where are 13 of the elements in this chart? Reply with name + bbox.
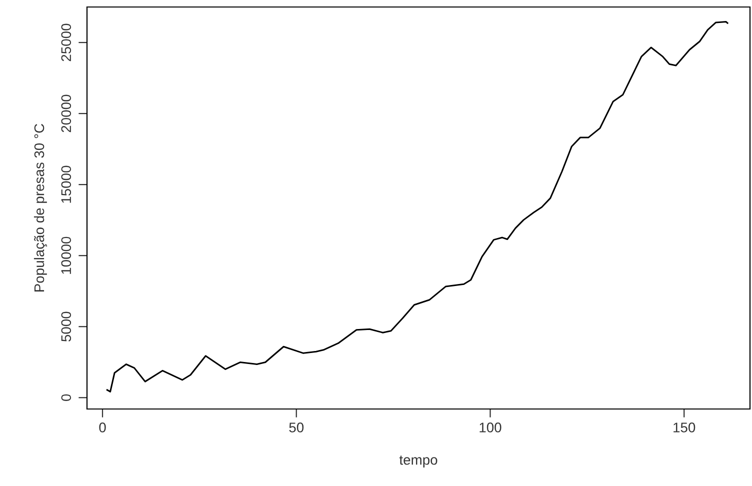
line-series (106, 21, 728, 392)
y-tick-label: 5000 (61, 312, 72, 342)
x-tick-label: 50 (289, 422, 304, 432)
y-tick-label: 10000 (61, 236, 72, 274)
x-tick-label: 0 (99, 422, 106, 432)
y-tick-label: 25000 (61, 24, 72, 62)
x-tick-label: 150 (674, 422, 696, 432)
y-axis-title: População de presas 30 °C (34, 124, 47, 292)
x-tick-label: 100 (480, 422, 502, 432)
y-tick-label: 20000 (61, 94, 72, 132)
y-tick-label: 15000 (61, 166, 72, 203)
x-axis-title: tempo (399, 456, 438, 468)
y-tick-label: 0 (61, 394, 72, 401)
